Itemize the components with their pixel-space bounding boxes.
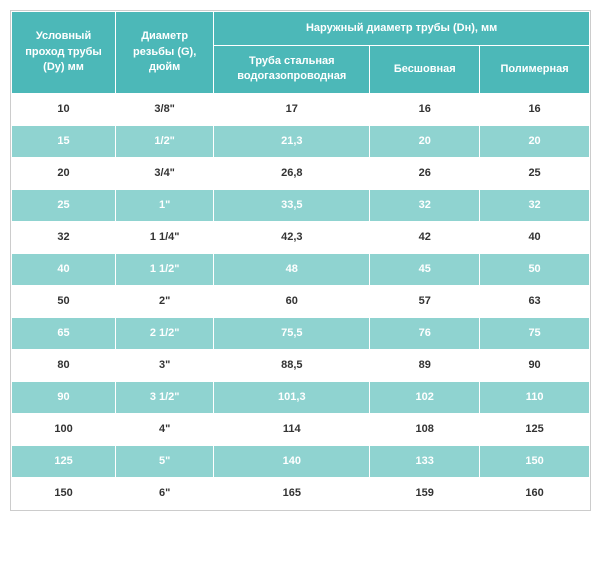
cell-polymer: 150 — [480, 445, 590, 477]
cell-seamless: 26 — [370, 157, 480, 189]
table-header: Условный проход трубы (Dy) мм Диаметр ре… — [12, 12, 590, 94]
cell-polymer: 40 — [480, 221, 590, 253]
cell-g: 6" — [116, 477, 214, 509]
cell-dy: 80 — [12, 349, 116, 381]
cell-g: 1/2" — [116, 125, 214, 157]
table-row: 652 1/2"75,57675 — [12, 317, 590, 349]
cell-seamless: 108 — [370, 413, 480, 445]
cell-g: 3/4" — [116, 157, 214, 189]
cell-dy: 50 — [12, 285, 116, 317]
cell-dy: 65 — [12, 317, 116, 349]
table-row: 1004"114108125 — [12, 413, 590, 445]
cell-dy: 100 — [12, 413, 116, 445]
cell-steel: 60 — [214, 285, 370, 317]
cell-dy: 40 — [12, 253, 116, 285]
cell-polymer: 63 — [480, 285, 590, 317]
cell-steel: 42,3 — [214, 221, 370, 253]
cell-g: 2 1/2" — [116, 317, 214, 349]
table-row: 903 1/2"101,3102110 — [12, 381, 590, 413]
cell-polymer: 125 — [480, 413, 590, 445]
table-row: 401 1/2"484550 — [12, 253, 590, 285]
cell-seamless: 89 — [370, 349, 480, 381]
cell-dy: 150 — [12, 477, 116, 509]
cell-polymer: 20 — [480, 125, 590, 157]
header-seamless: Бесшовная — [370, 46, 480, 94]
cell-seamless: 76 — [370, 317, 480, 349]
table-body: 103/8"171616151/2"21,32020203/4"26,82625… — [12, 93, 590, 509]
cell-g: 3" — [116, 349, 214, 381]
cell-seamless: 102 — [370, 381, 480, 413]
cell-steel: 88,5 — [214, 349, 370, 381]
cell-steel: 21,3 — [214, 125, 370, 157]
table-row: 1255"140133150 — [12, 445, 590, 477]
cell-g: 5" — [116, 445, 214, 477]
header-dy: Условный проход трубы (Dy) мм — [12, 12, 116, 94]
cell-dy: 25 — [12, 189, 116, 221]
cell-g: 2" — [116, 285, 214, 317]
cell-seamless: 159 — [370, 477, 480, 509]
cell-g: 1" — [116, 189, 214, 221]
header-outer-group: Наружный диаметр трубы (Dн), мм — [214, 12, 590, 46]
cell-seamless: 57 — [370, 285, 480, 317]
cell-steel: 33,5 — [214, 189, 370, 221]
cell-polymer: 75 — [480, 317, 590, 349]
table-row: 251"33,53232 — [12, 189, 590, 221]
table-row: 151/2"21,32020 — [12, 125, 590, 157]
cell-dy: 90 — [12, 381, 116, 413]
cell-g: 4" — [116, 413, 214, 445]
cell-steel: 114 — [214, 413, 370, 445]
cell-steel: 17 — [214, 93, 370, 125]
cell-polymer: 50 — [480, 253, 590, 285]
header-thread: Диаметр резьбы (G), дюйм — [116, 12, 214, 94]
cell-dy: 32 — [12, 221, 116, 253]
cell-polymer: 110 — [480, 381, 590, 413]
table-row: 803"88,58990 — [12, 349, 590, 381]
table-row: 502"605763 — [12, 285, 590, 317]
cell-g: 1 1/2" — [116, 253, 214, 285]
cell-steel: 75,5 — [214, 317, 370, 349]
cell-steel: 48 — [214, 253, 370, 285]
cell-seamless: 20 — [370, 125, 480, 157]
cell-steel: 26,8 — [214, 157, 370, 189]
header-polymer: Полимерная — [480, 46, 590, 94]
cell-seamless: 42 — [370, 221, 480, 253]
cell-polymer: 16 — [480, 93, 590, 125]
cell-seamless: 16 — [370, 93, 480, 125]
cell-g: 3/8" — [116, 93, 214, 125]
table-row: 203/4"26,82625 — [12, 157, 590, 189]
cell-g: 3 1/2" — [116, 381, 214, 413]
cell-seamless: 32 — [370, 189, 480, 221]
cell-dy: 15 — [12, 125, 116, 157]
cell-dy: 20 — [12, 157, 116, 189]
cell-polymer: 25 — [480, 157, 590, 189]
cell-dy: 10 — [12, 93, 116, 125]
header-steel: Труба стальная водогазопроводная — [214, 46, 370, 94]
cell-steel: 165 — [214, 477, 370, 509]
cell-dy: 125 — [12, 445, 116, 477]
cell-steel: 101,3 — [214, 381, 370, 413]
cell-polymer: 160 — [480, 477, 590, 509]
cell-polymer: 90 — [480, 349, 590, 381]
pipe-diameter-table: Условный проход трубы (Dy) мм Диаметр ре… — [11, 11, 590, 510]
cell-steel: 140 — [214, 445, 370, 477]
cell-seamless: 133 — [370, 445, 480, 477]
pipe-diameter-table-container: Условный проход трубы (Dy) мм Диаметр ре… — [10, 10, 591, 511]
cell-seamless: 45 — [370, 253, 480, 285]
cell-g: 1 1/4" — [116, 221, 214, 253]
table-row: 103/8"171616 — [12, 93, 590, 125]
table-row: 1506"165159160 — [12, 477, 590, 509]
cell-polymer: 32 — [480, 189, 590, 221]
table-row: 321 1/4"42,34240 — [12, 221, 590, 253]
